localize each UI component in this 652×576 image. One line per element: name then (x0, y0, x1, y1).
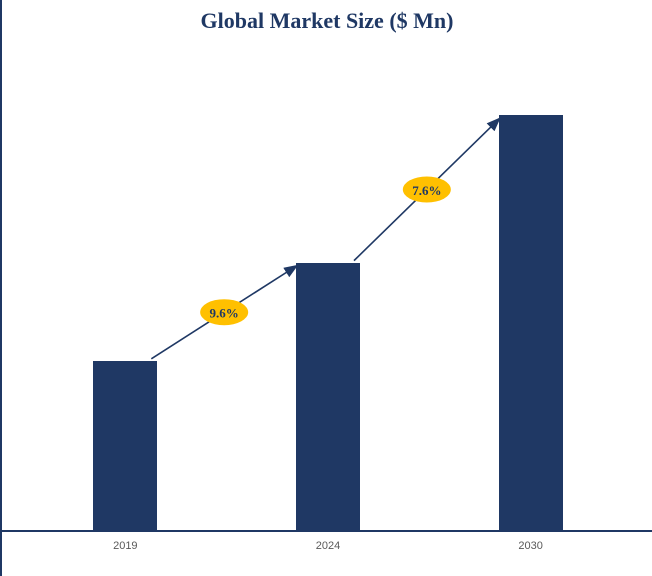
growth-badge-2019-to-2024 (200, 299, 249, 326)
x-tick-2030: 2030 (518, 540, 543, 552)
x-tick-2019: 2019 (113, 540, 138, 552)
growth-badge-2024-to-2030 (402, 176, 451, 203)
chart-title: Global Market Size ($ Mn) (200, 8, 454, 33)
bar-2030 (498, 115, 563, 530)
growth-arrow-2024-to-2030 (353, 117, 501, 262)
bar-2024 (296, 262, 360, 530)
x-tick-2024: 2024 (315, 540, 341, 552)
x-axis-line (2, 530, 652, 532)
growth-arrow-2019-to-2024 (150, 264, 299, 360)
bar-2019 (93, 360, 158, 530)
growth-label-2019-to-2024: 9.6% (210, 306, 239, 321)
growth-label-2024-to-2030: 7.6% (412, 183, 441, 198)
